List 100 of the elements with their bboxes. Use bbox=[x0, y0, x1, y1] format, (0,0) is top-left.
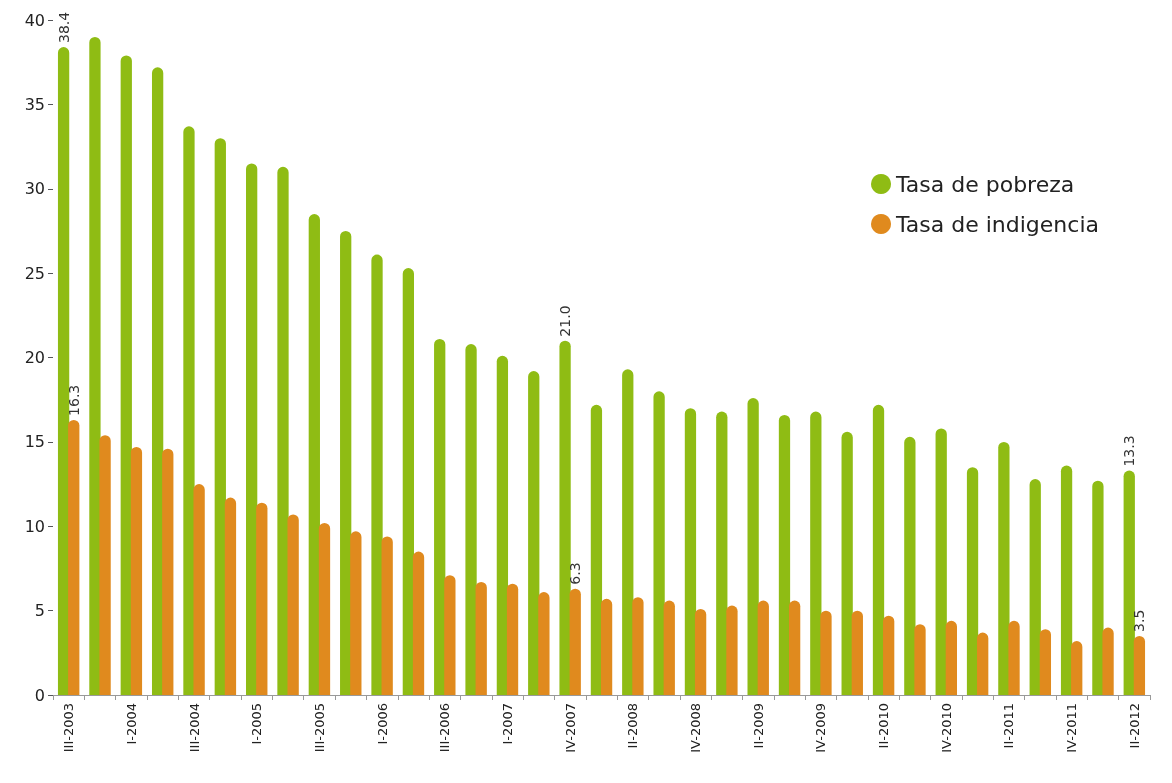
bar bbox=[747, 398, 759, 695]
x-tick-label: II-2008 bbox=[625, 703, 641, 749]
bar bbox=[57, 47, 70, 695]
bar bbox=[99, 435, 111, 695]
data-label: 3.5 bbox=[1131, 609, 1148, 632]
x-tick-label: II-2010 bbox=[876, 703, 892, 749]
y-tick-label: 30 bbox=[24, 179, 45, 199]
bar bbox=[371, 254, 383, 695]
x-tick-label: IV-2011 bbox=[1064, 703, 1080, 753]
bar bbox=[246, 163, 258, 695]
bar bbox=[350, 531, 362, 695]
bar bbox=[1029, 479, 1041, 695]
bar bbox=[653, 391, 665, 695]
bar bbox=[726, 605, 738, 695]
x-tick-label: III-2003 bbox=[61, 703, 77, 753]
data-label: 21.0 bbox=[557, 305, 574, 337]
bar bbox=[434, 338, 446, 695]
bar bbox=[590, 404, 603, 695]
x-tick-label: II-2011 bbox=[1001, 703, 1017, 749]
x-tick-label: IV-2008 bbox=[688, 703, 704, 753]
bar bbox=[716, 411, 728, 695]
bar bbox=[68, 419, 80, 695]
legend-label: Tasa de indigencia bbox=[895, 211, 1100, 237]
bar bbox=[130, 446, 143, 695]
bar bbox=[506, 583, 519, 695]
x-tick-label: II-2009 bbox=[750, 703, 766, 749]
bar bbox=[1092, 480, 1104, 695]
bar bbox=[600, 598, 613, 695]
bar bbox=[277, 166, 289, 695]
bar bbox=[757, 600, 769, 695]
bar bbox=[684, 408, 697, 695]
bar bbox=[214, 138, 226, 695]
y-tick-label: 15 bbox=[24, 432, 45, 452]
bar bbox=[318, 522, 331, 695]
bar bbox=[1133, 635, 1146, 695]
bar bbox=[914, 624, 926, 695]
bar bbox=[998, 441, 1010, 695]
bar bbox=[151, 67, 164, 695]
bar bbox=[904, 436, 916, 695]
bar bbox=[694, 608, 707, 695]
bar bbox=[569, 588, 581, 695]
bar bbox=[935, 428, 947, 695]
bar bbox=[1123, 470, 1135, 695]
data-label: 16.3 bbox=[65, 384, 82, 416]
y-tick-label: 0 bbox=[34, 685, 45, 705]
bar bbox=[851, 610, 863, 695]
y-tick-label: 5 bbox=[34, 601, 45, 621]
bar bbox=[622, 369, 634, 695]
bar bbox=[966, 467, 979, 695]
bar bbox=[340, 230, 352, 695]
bar bbox=[1102, 627, 1114, 695]
bar bbox=[162, 448, 174, 695]
data-label: 13.3 bbox=[1121, 435, 1138, 467]
data-label: 38.4 bbox=[55, 11, 72, 43]
y-tick-label: 40 bbox=[24, 10, 45, 30]
bar bbox=[810, 411, 822, 695]
bar bbox=[632, 597, 644, 695]
bar bbox=[256, 502, 268, 695]
bar bbox=[820, 610, 832, 695]
y-tick-label: 25 bbox=[24, 263, 45, 283]
bar bbox=[841, 431, 853, 695]
bar bbox=[412, 551, 425, 695]
bar bbox=[287, 514, 299, 695]
x-tick-label: III-2006 bbox=[437, 703, 453, 753]
bar bbox=[1071, 641, 1083, 695]
x-tick-label: I-2007 bbox=[499, 703, 515, 745]
bar bbox=[120, 55, 132, 695]
x-tick-label: I-2004 bbox=[123, 703, 139, 745]
x-tick-label: I-2005 bbox=[249, 703, 265, 745]
x-tick-label: III-2005 bbox=[311, 703, 327, 753]
bar bbox=[444, 575, 456, 695]
bar bbox=[788, 600, 801, 695]
bar bbox=[402, 268, 415, 695]
bar bbox=[224, 497, 237, 695]
x-tick-label: II-2012 bbox=[1126, 703, 1142, 749]
x-tick-label: IV-2007 bbox=[562, 703, 578, 753]
y-tick-label: 20 bbox=[24, 348, 45, 367]
bar bbox=[89, 36, 101, 695]
bar bbox=[496, 355, 509, 695]
bar bbox=[308, 214, 320, 695]
bar bbox=[528, 371, 540, 695]
bar bbox=[538, 592, 550, 695]
y-tick-label: 35 bbox=[24, 94, 45, 114]
legend-label: Tasa de pobreza bbox=[895, 171, 1075, 197]
bar bbox=[945, 620, 957, 695]
bar bbox=[183, 126, 195, 695]
bar bbox=[872, 404, 885, 695]
bar bbox=[475, 581, 487, 695]
bar bbox=[381, 536, 393, 695]
bar bbox=[778, 414, 791, 695]
bar bbox=[559, 340, 571, 695]
bar bbox=[883, 615, 895, 695]
bar bbox=[1008, 620, 1020, 695]
data-label: 6.3 bbox=[567, 562, 584, 585]
bar bbox=[465, 344, 477, 695]
bar bbox=[977, 632, 989, 695]
bar bbox=[1060, 465, 1073, 695]
bar bbox=[1039, 629, 1052, 695]
y-tick-label: 10 bbox=[24, 516, 45, 536]
x-tick-label: I-2006 bbox=[374, 703, 390, 745]
